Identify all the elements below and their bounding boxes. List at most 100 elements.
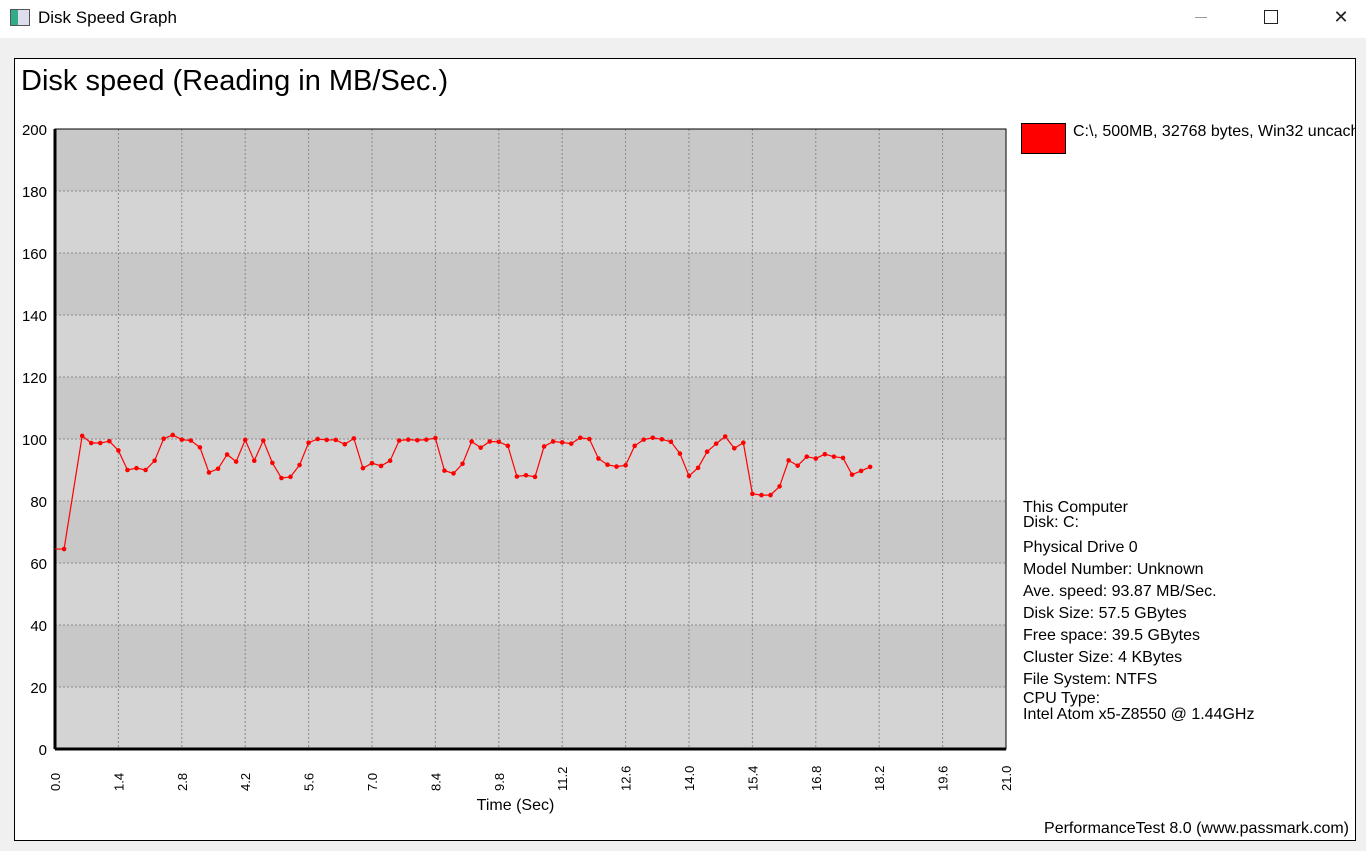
y-tick-label: 80: [30, 494, 47, 511]
graph-panel: Disk speed (Reading in MB/Sec.) 0 20 40 60 8…: [14, 58, 1356, 841]
data-point: [333, 437, 339, 443]
data-point: [451, 471, 456, 476]
data-point: [822, 451, 828, 457]
data-point: [541, 444, 547, 449]
data-point: [813, 456, 819, 461]
data-point: [315, 436, 320, 442]
data-point: [369, 460, 375, 466]
app-icon: [10, 9, 30, 26]
x-tick-label: 7.0: [365, 773, 380, 791]
x-tick-label: 21.0: [999, 766, 1014, 791]
minimize-button[interactable]: [1178, 0, 1224, 34]
data-point: [741, 440, 746, 446]
y-tick-label: 60: [30, 556, 47, 573]
plot-band: [55, 129, 1006, 191]
maximize-icon: [1264, 10, 1278, 24]
window-title: Disk Speed Graph: [38, 8, 177, 27]
info-line: Model Number: Unknown: [1023, 561, 1204, 578]
data-point: [79, 433, 85, 439]
data-point: [215, 466, 221, 472]
x-tick-label: 18.2: [872, 766, 887, 791]
data-point: [831, 454, 837, 459]
data-point: [116, 448, 121, 453]
info-line: Ave. speed: 93.87 MB/Sec.: [1023, 583, 1217, 600]
data-point: [134, 465, 139, 471]
data-point: [360, 465, 366, 471]
x-tick-label: 2.8: [175, 773, 190, 791]
data-point: [559, 440, 565, 445]
data-point: [424, 437, 429, 442]
x-tick-label: 11.2: [555, 767, 570, 791]
data-point: [487, 439, 493, 444]
info-line: CPU Type:: [1023, 690, 1101, 707]
data-point: [378, 463, 384, 469]
data-point: [206, 470, 212, 475]
info-line: Disk Size: 57.5 GBytes: [1023, 605, 1187, 622]
data-point: [125, 467, 130, 473]
data-point: [722, 434, 728, 439]
legend-label: C:\, 500MB, 32768 bytes, Win32 uncached: [1073, 123, 1355, 140]
data-point: [768, 492, 773, 498]
chart: 0 20 40 60 80 100 120 140 160 180 200 0.0 1.4 2.8 4.2 5…: [22, 122, 1014, 814]
data-point: [786, 458, 791, 463]
data-point: [840, 455, 846, 461]
data-point: [550, 439, 556, 444]
data-point: [523, 472, 529, 478]
data-point: [614, 464, 619, 469]
y-tick-label: 40: [30, 618, 47, 635]
plot-band: [55, 563, 1006, 625]
x-tick-label: 9.8: [492, 773, 507, 791]
x-tick-label: 8.4: [428, 773, 443, 791]
data-point: [505, 443, 511, 449]
x-tick-label: 0.0: [48, 773, 63, 791]
close-button[interactable]: ✕: [1318, 0, 1364, 34]
data-point: [704, 449, 710, 455]
data-point: [605, 462, 610, 468]
info-line: Free space: 39.5 GBytes: [1023, 627, 1200, 644]
data-point: [270, 460, 275, 466]
data-point: [233, 459, 239, 464]
data-point: [107, 438, 112, 444]
data-point: [795, 463, 800, 468]
data-point: [596, 456, 601, 461]
x-tick-label: 14.0: [682, 766, 697, 791]
data-point: [659, 437, 665, 442]
maximize-button[interactable]: [1248, 0, 1294, 34]
close-icon: ✕: [1333, 6, 1349, 27]
data-point: [578, 435, 583, 441]
data-point: [405, 437, 411, 442]
data-point: [759, 492, 764, 498]
data-point: [433, 435, 438, 441]
plot-band: [55, 315, 1006, 377]
y-tick-label: 200: [22, 122, 47, 139]
info-line: File System: NTFS: [1023, 671, 1158, 688]
x-tick-label: 4.2: [238, 773, 253, 791]
data-point: [668, 439, 674, 445]
y-tick-label: 140: [22, 308, 47, 325]
data-point: [587, 436, 592, 442]
data-point: [143, 467, 148, 473]
plot-band: [55, 377, 1006, 439]
data-point: [632, 443, 637, 449]
data-point: [677, 451, 683, 456]
y-tick-label: 20: [30, 680, 47, 697]
data-point: [469, 439, 474, 444]
data-point: [568, 441, 574, 446]
data-point: [152, 458, 157, 464]
data-point: [261, 438, 266, 443]
y-tick-label: 180: [22, 184, 47, 201]
data-point: [396, 438, 402, 443]
minimize-icon: [1195, 16, 1207, 18]
data-point: [297, 462, 302, 468]
data-point: [288, 474, 293, 480]
data-point: [686, 473, 692, 479]
data-point: [695, 465, 701, 471]
plot-band: [55, 191, 1006, 253]
y-tick-label: 100: [22, 432, 47, 449]
info-line: Intel Atom x5-Z8550 @ 1.44GHz: [1023, 706, 1255, 723]
plot-band: [55, 625, 1006, 687]
data-point: [442, 468, 447, 473]
info-line: Cluster Size: 4 KBytes: [1023, 649, 1183, 666]
y-tick-label: 0: [39, 742, 47, 759]
x-tick-label: 19.6: [936, 766, 951, 791]
